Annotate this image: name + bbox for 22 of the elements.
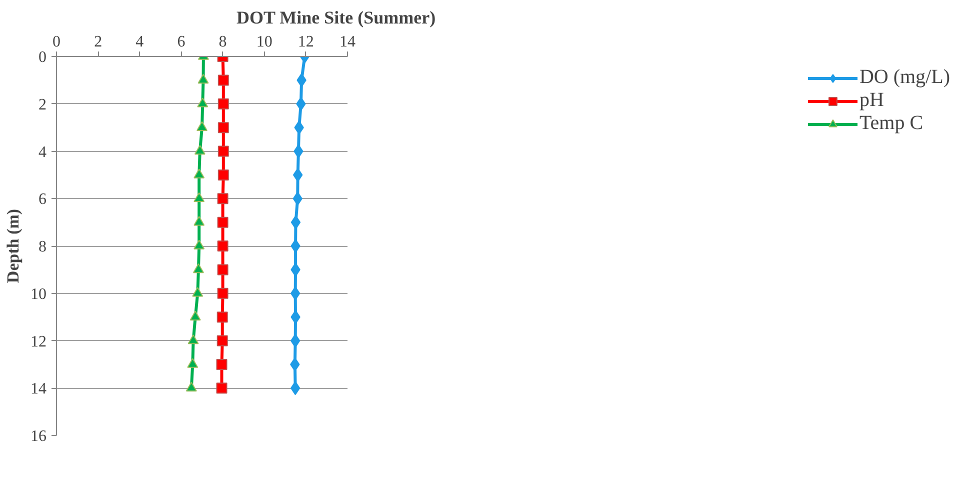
x-tick-label: 6 <box>177 34 186 50</box>
chart-title: DOT Mine Site (Summer) <box>236 8 436 28</box>
y-tick-label: 12 <box>30 333 46 350</box>
x-tick-label: 10 <box>256 34 272 50</box>
x-tick-label: 4 <box>136 34 144 50</box>
y-tick-label: 2 <box>38 96 46 114</box>
y-tick-label: 14 <box>30 380 46 398</box>
legend-label: Temp C <box>859 112 924 135</box>
x-tick-label: 0 <box>52 34 60 50</box>
x-tick-label: 8 <box>218 34 227 50</box>
legend-label: DO (mg/L) <box>859 66 950 89</box>
y-axis-title: Depth (m) <box>4 208 22 284</box>
y-tick-label: 16 <box>30 428 46 445</box>
y-tick-label: 10 <box>30 286 46 303</box>
y-tick-label: 4 <box>38 144 46 161</box>
y-tick-label: 0 <box>38 49 46 66</box>
legend-label: pH <box>859 89 884 112</box>
y-tick-label: 6 <box>38 191 46 208</box>
x-tick-label: 2 <box>94 34 102 50</box>
y-tick-label: 8 <box>38 238 46 256</box>
x-tick-label: 12 <box>298 34 314 50</box>
x-tick-label: 14 <box>340 34 356 50</box>
